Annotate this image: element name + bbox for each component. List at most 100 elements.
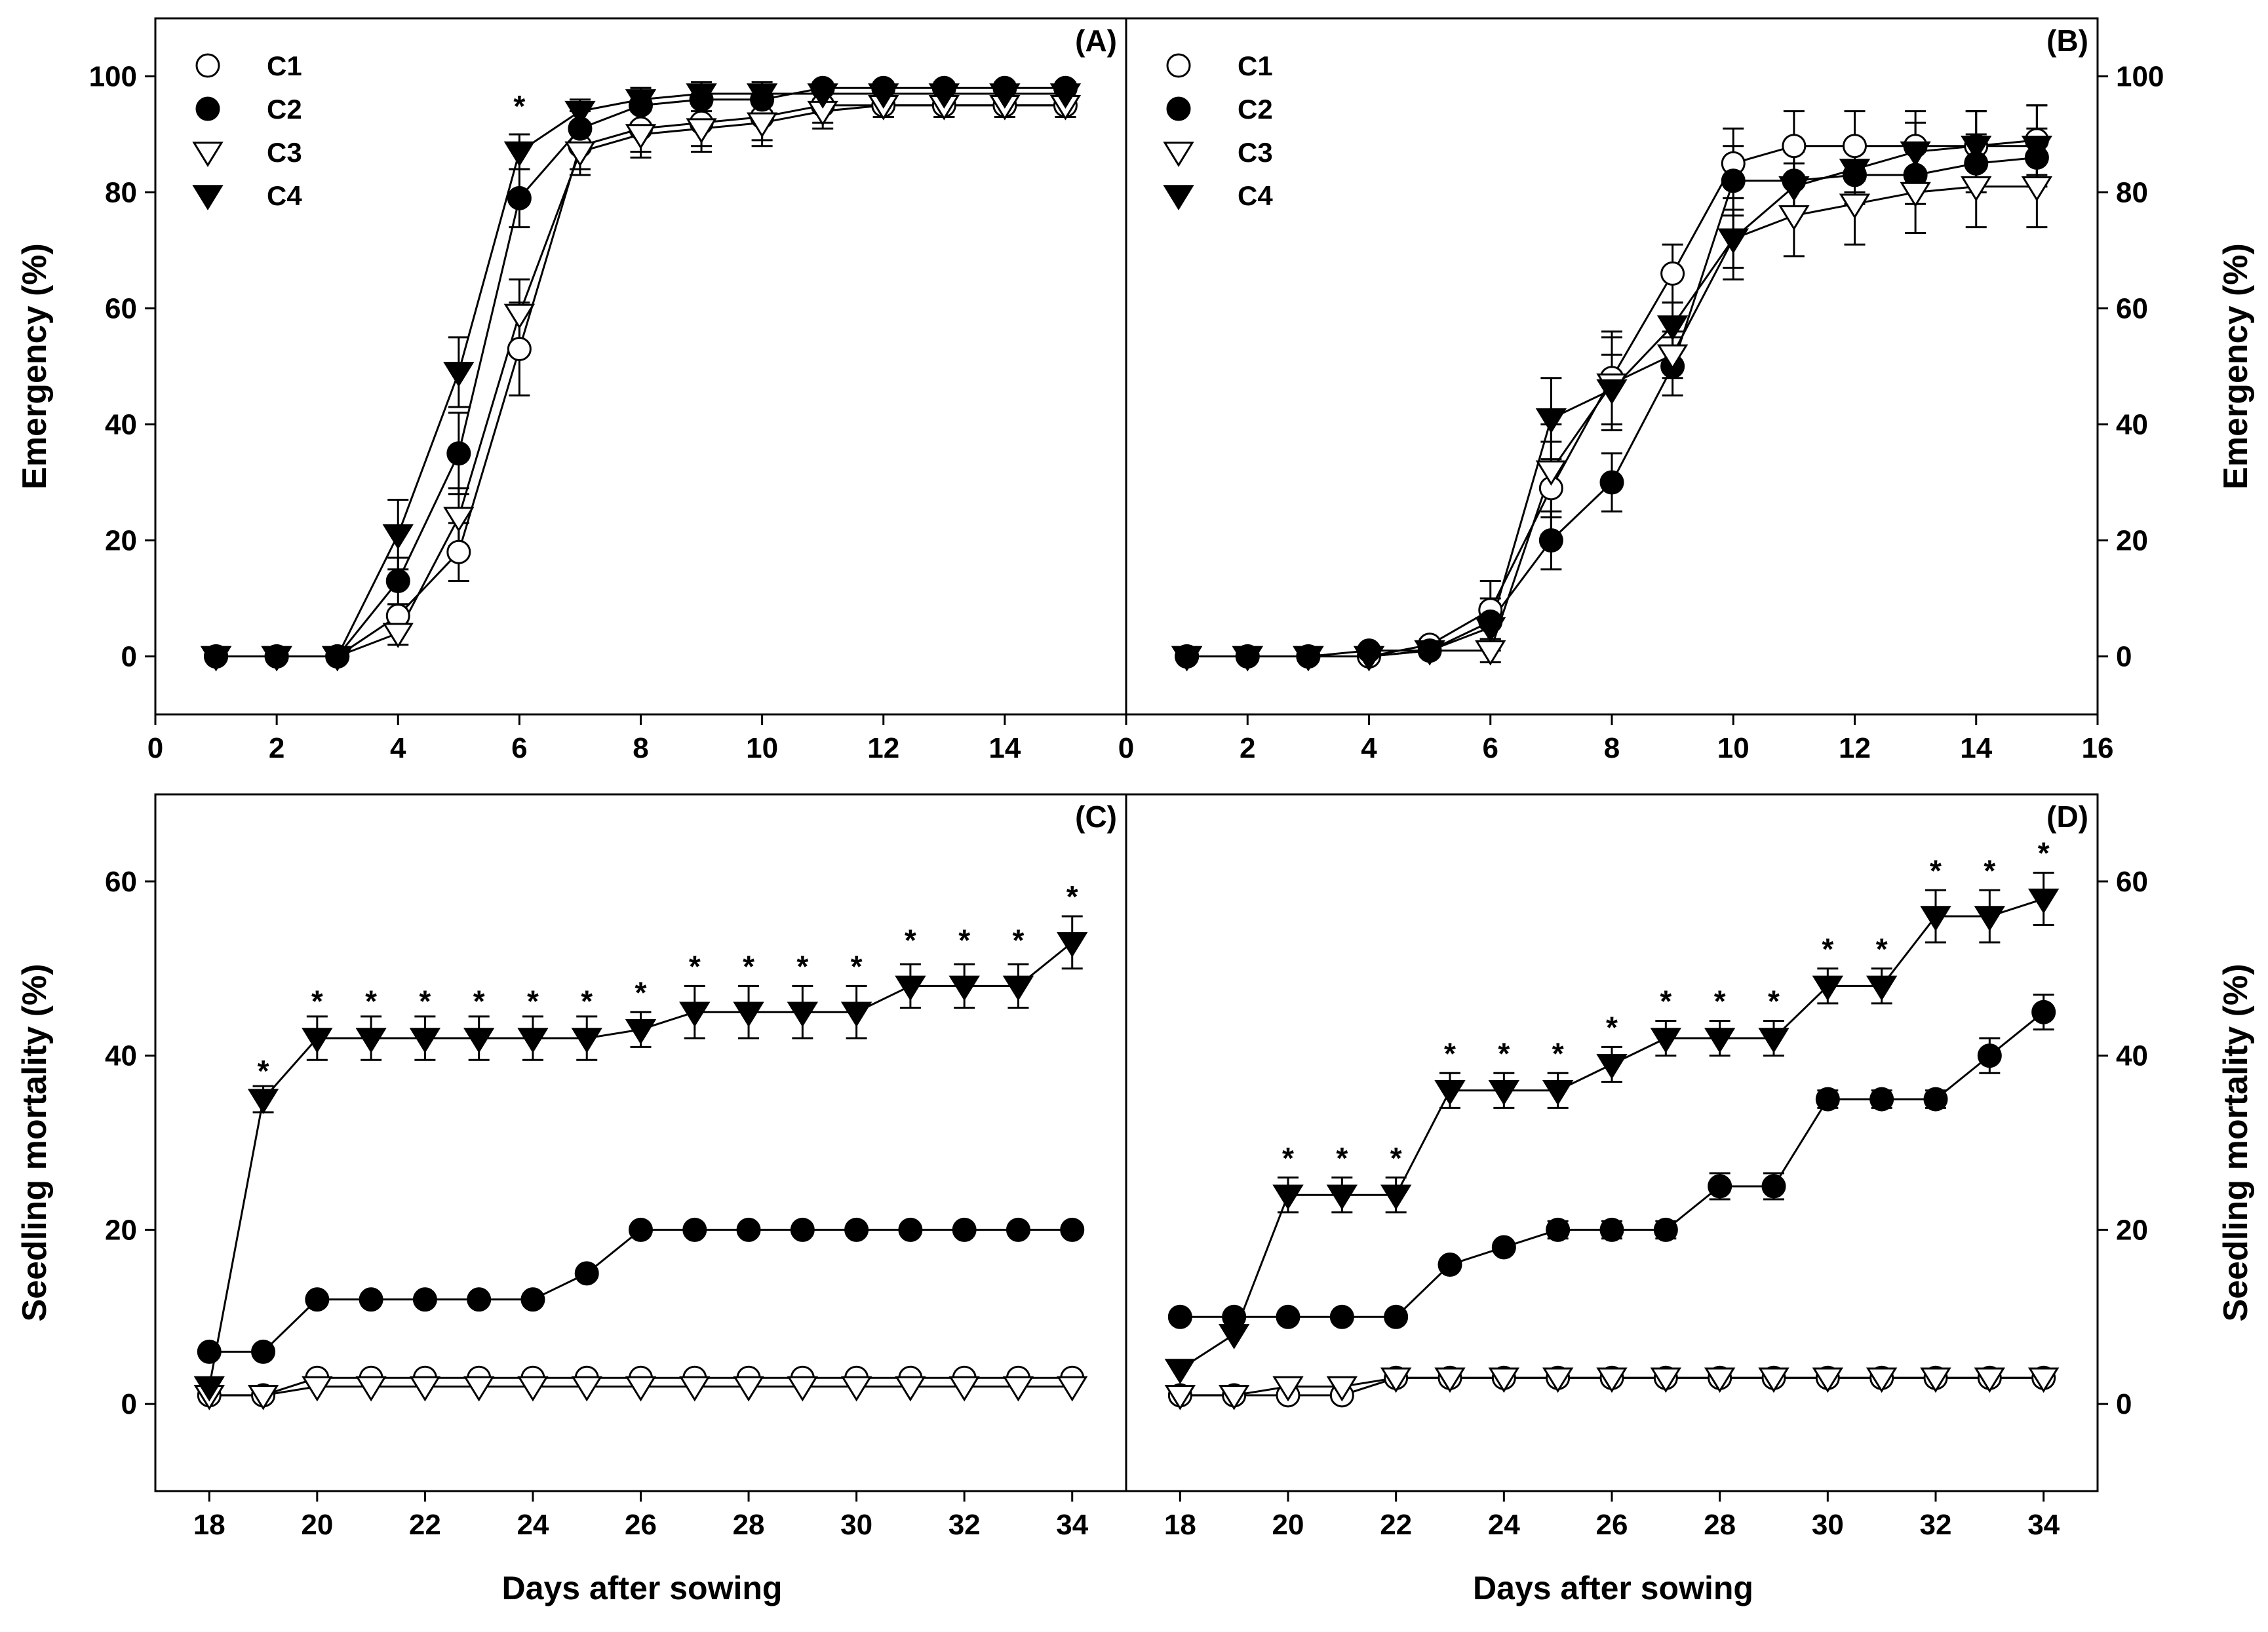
data-point-c4-b — [1656, 315, 1689, 341]
significance-star-d: * — [1984, 853, 1995, 887]
data-point-c1-b — [1660, 261, 1685, 286]
data-point-c4-c — [302, 1028, 333, 1053]
data-point-c2-c — [1006, 1217, 1030, 1242]
data-point-c1-a — [446, 539, 471, 564]
x-tick-label-b: 10 — [1717, 732, 1750, 764]
data-point-c3-d — [1488, 1367, 1520, 1393]
data-point-c4-c — [355, 1028, 387, 1053]
data-point-c4-c — [733, 1001, 764, 1028]
data-point-c4-b — [1475, 617, 1506, 643]
data-point-c4-b — [1414, 640, 1445, 666]
data-point-c3-d — [1434, 1367, 1466, 1393]
data-point-c2-d — [1384, 1304, 1409, 1329]
panel-label-c: (C) — [1075, 800, 1117, 834]
significance-star-c: * — [796, 949, 808, 983]
data-point-c4-d — [1488, 1080, 1520, 1106]
significance-star-d: * — [1336, 1141, 1348, 1175]
data-point-c3-c — [895, 1376, 926, 1402]
data-point-c3-a — [686, 118, 717, 144]
x-tick-label-c: 20 — [301, 1509, 333, 1541]
x-tick-label-b: 16 — [2082, 732, 2114, 764]
x-tick-label-a: 4 — [390, 732, 406, 764]
data-point-c4-a — [322, 646, 353, 672]
legend-marker-c3-a — [192, 142, 224, 167]
data-point-c4-d — [1974, 906, 2006, 931]
y-tick-label-d: 60 — [2116, 866, 2148, 898]
data-point-c3-c — [625, 1376, 657, 1402]
data-point-c4-b — [1778, 176, 1810, 202]
legend-label-c4-b: C4 — [1238, 180, 1273, 211]
significance-star-d: * — [2038, 836, 2050, 870]
significance-star-c: * — [743, 949, 754, 983]
data-point-c4-d — [1380, 1184, 1412, 1211]
legend-label-c3-b: C3 — [1238, 137, 1273, 168]
x-tick-label-c: 18 — [193, 1509, 225, 1541]
data-point-c3-b — [1475, 640, 1506, 666]
data-point-c3-c — [733, 1376, 764, 1402]
data-point-c3-c — [840, 1376, 872, 1402]
data-point-c4-a — [807, 83, 838, 109]
significance-star-d: * — [1390, 1141, 1402, 1175]
data-point-c3-d — [1866, 1367, 1898, 1393]
y-axis-title-c: Seedling mortality (%) — [16, 963, 54, 1321]
legend-marker-c4-b — [1163, 185, 1194, 210]
data-point-c2-c — [629, 1217, 653, 1242]
data-point-c4-a — [564, 100, 596, 126]
data-point-c2-c — [305, 1287, 330, 1312]
data-point-c2-c — [952, 1217, 977, 1242]
data-point-c4-b — [1232, 646, 1263, 672]
data-point-c4-a — [261, 646, 292, 672]
data-point-c4-a — [625, 89, 657, 115]
data-point-c2-d — [1977, 1043, 2002, 1068]
data-point-c3-d — [1218, 1385, 1250, 1410]
data-point-c2-c — [520, 1287, 545, 1312]
data-point-c3-d — [1650, 1367, 1682, 1393]
data-point-c4-d — [1650, 1028, 1682, 1053]
data-point-c2-c — [197, 1339, 222, 1364]
data-point-c4-c — [679, 1001, 711, 1028]
data-point-c1-b — [1843, 134, 1867, 159]
data-point-c4-d — [1596, 1054, 1628, 1079]
x-tick-label-a: 12 — [867, 732, 899, 764]
data-point-c2-d — [1437, 1253, 1462, 1277]
data-point-c4-d — [1272, 1184, 1304, 1211]
x-tick-label-d: 24 — [1488, 1509, 1520, 1541]
data-point-c3-a — [746, 112, 778, 138]
data-point-c3-d — [1272, 1376, 1304, 1402]
y-tick-label-a: 100 — [89, 61, 137, 93]
data-point-c4-a — [382, 524, 414, 550]
data-point-c3-c — [409, 1376, 441, 1402]
data-point-c4-c — [193, 1376, 225, 1402]
significance-star-c: * — [958, 923, 970, 958]
data-point-c4-a — [928, 83, 960, 109]
data-point-c3-d — [1812, 1367, 1844, 1393]
data-point-c3-b — [1839, 193, 1871, 220]
series-line-c1-a — [216, 104, 1066, 657]
x-axis-title-c: Days after sowing — [502, 1570, 783, 1606]
data-point-c2-c — [898, 1217, 923, 1242]
data-point-c2-d — [1329, 1304, 1354, 1329]
x-tick-label-a: 14 — [988, 732, 1021, 764]
legend-marker-c2-a — [195, 96, 220, 121]
data-point-c2-d — [1599, 1217, 1624, 1242]
data-point-c3-c — [679, 1376, 711, 1402]
y-tick-label-a: 0 — [121, 641, 137, 673]
data-point-c2-c — [251, 1339, 276, 1364]
data-point-c3-c — [948, 1376, 980, 1402]
panel-label-b: (B) — [2046, 24, 2088, 58]
data-point-c3-d — [1974, 1367, 2006, 1393]
data-point-c3-d — [1542, 1367, 1574, 1393]
significance-star-c: * — [851, 949, 863, 983]
data-point-c4-a — [868, 83, 899, 109]
panel-label-a: (A) — [1075, 24, 1117, 58]
data-point-c4-d — [1218, 1324, 1250, 1350]
x-tick-label-c: 26 — [625, 1509, 657, 1541]
data-point-c2-c — [1060, 1217, 1085, 1242]
legend-marker-c2-b — [1166, 96, 1191, 121]
data-point-c3-b — [1656, 344, 1689, 370]
data-point-c4-c — [840, 1001, 872, 1028]
y-tick-label-c: 60 — [105, 866, 137, 898]
series-line-c4-d — [1179, 898, 2044, 1370]
data-point-c1-b — [1782, 134, 1807, 159]
data-point-c2-c — [412, 1287, 437, 1312]
